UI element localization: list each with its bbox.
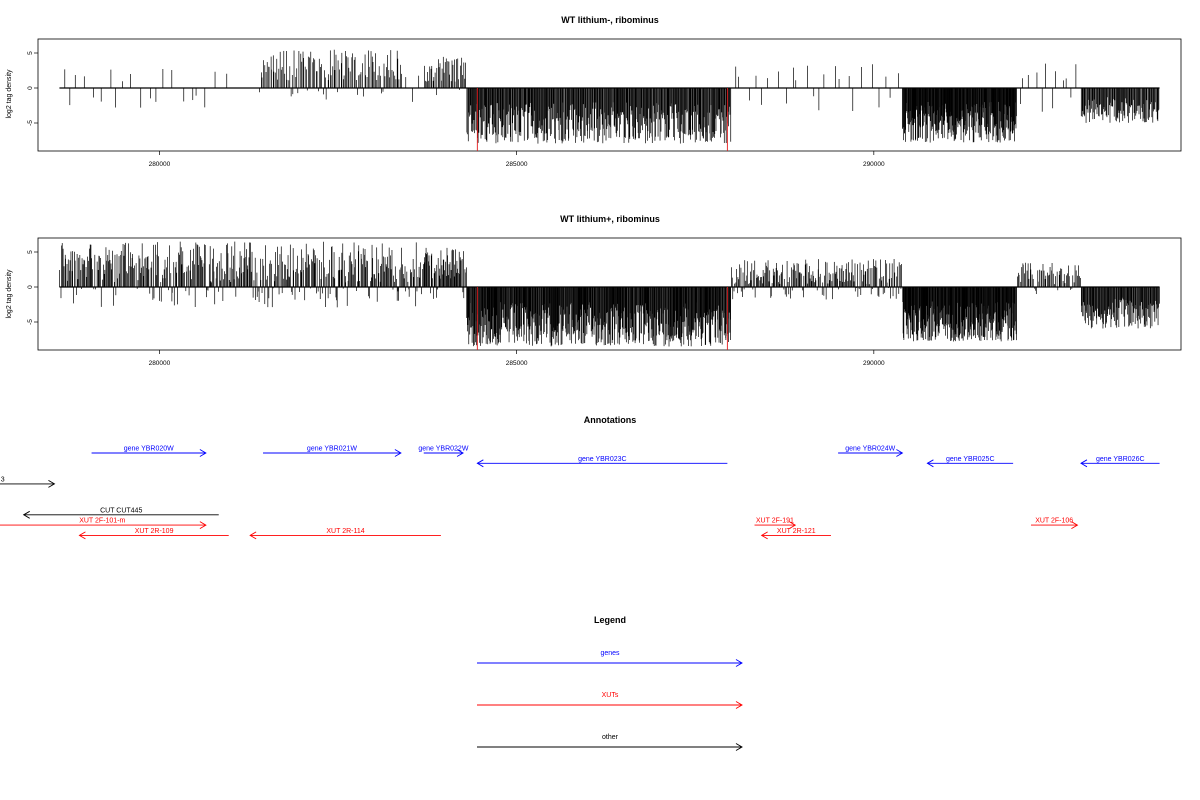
feature-arrow-head [1071,521,1079,529]
feature-arrow-head [476,459,484,468]
annotations-title: Annotations [584,415,637,425]
feature-label: XUT 2R-109 [135,528,174,535]
feature-arrow-head [896,449,904,457]
legend-item: genes [477,650,743,667]
y-tick-label: 5 [27,250,34,254]
annotation-feature: 3 [0,476,56,488]
feature-arrow-head [199,449,207,457]
feature-label: XUT 2F-191 [756,518,794,525]
highlight-bars [476,88,728,151]
feature-arrow-head [456,449,464,457]
feature-label: XUT 2R-121 [777,528,816,535]
feature-arrow-head [789,521,797,529]
feature-label: XUT 2F-101-m [79,518,125,525]
feature-arrow-head [249,531,257,540]
annotation-feature: XUT 2R-114 [249,528,441,540]
feature-label: gene YBR024W [845,446,895,453]
annotation-feature: XUT 2F-191 [754,518,797,529]
legend-panel: Legend genes XUTs other [477,615,743,751]
annotation-feature: gene YBR026C [1080,456,1160,468]
panel-title: WT lithium-, ribominus [561,15,659,25]
y-tick-label: -5 [27,319,34,325]
annotation-feature: gene YBR023C [476,456,728,468]
feature-label: gene YBR020W [124,446,174,453]
y-tick-label: 5 [27,51,34,55]
feature-label: gene YBR022W [418,446,468,453]
feature-arrow-head [78,531,86,540]
legend-items: genes XUTs other [477,650,743,751]
feature-label: CUT CUT445 [100,507,142,514]
x-tick-label: 290000 [863,360,885,367]
feature-arrow-head [199,521,207,529]
legend-item: other [477,734,743,751]
annotation-feature: XUT 2F-106 [1030,518,1079,529]
x-axis: 280000 285000 290000 [149,151,885,168]
legend-arrow-head [735,659,743,667]
annotation-feature: XUT 2F-101-m [0,518,207,529]
annotation-feature: XUT 2R-121 [760,528,831,540]
legend-label: XUTs [602,692,619,699]
legend-arrow-head [735,743,743,751]
feature-label: gene YBR026C [1096,456,1145,463]
x-tick-label: 285000 [506,360,528,367]
y-axis-label: log2 tag density [6,69,13,119]
annotation-features: gene YBR020W gene YBR021W gene YBR022W gene… [0,446,1160,540]
feature-label: 3 [1,476,5,483]
annotation-feature: XUT 2R-109 [78,528,229,540]
plot-frame [37,237,1182,351]
y-tick-label: 0 [27,285,34,289]
y-axis-label: log2 tag density [6,269,13,319]
feature-arrow-head [22,510,30,519]
track-panel-lithium-plus: WT lithium+, ribominus log2 tag density … [6,214,1182,367]
feature-label: gene YBR021W [307,446,357,453]
feature-label: XUT 2F-106 [1035,518,1073,525]
annotation-feature: gene YBR022W [418,446,469,457]
feature-label: gene YBR023C [578,456,627,463]
y-tick-label: 0 [27,86,34,90]
track-panel-lithium-minus: WT lithium-, ribominus log2 tag density … [6,15,1182,168]
y-axis: -5 0 5 [27,51,38,126]
annotation-feature: gene YBR021W [263,446,402,457]
x-tick-label: 285000 [506,161,528,168]
x-axis: 280000 285000 290000 [149,350,885,367]
annotation-feature: gene YBR020W [91,446,207,457]
highlight-bars [476,287,728,350]
legend-label: genes [600,650,620,657]
panel-title: WT lithium+, ribominus [560,214,660,224]
x-tick-label: 280000 [149,161,171,168]
y-tick-label: -5 [27,120,34,126]
annotation-feature: gene YBR024W [838,446,904,457]
feature-arrow-head [760,531,768,540]
legend-arrow-head [735,701,743,709]
legend-label: other [602,734,619,741]
x-tick-label: 280000 [149,360,171,367]
plot-frame [37,38,1182,152]
y-axis: -5 0 5 [27,250,38,325]
feature-arrow-head [48,480,56,488]
legend-item: XUTs [477,692,743,709]
feature-arrow-head [926,459,934,468]
signal-bars [59,241,1160,347]
feature-arrow-head [1080,459,1088,468]
feature-label: gene YBR025C [946,456,995,463]
feature-arrow-head [394,449,402,457]
annotation-feature: CUT CUT445 [22,507,219,519]
annotation-feature: gene YBR025C [926,456,1014,468]
signal-bars [64,49,1160,144]
legend-title: Legend [594,615,626,625]
annotations-panel: Annotations gene YBR020W gene YBR021W gene… [0,415,1160,540]
feature-label: XUT 2R-114 [326,528,364,535]
x-tick-label: 290000 [863,161,885,168]
